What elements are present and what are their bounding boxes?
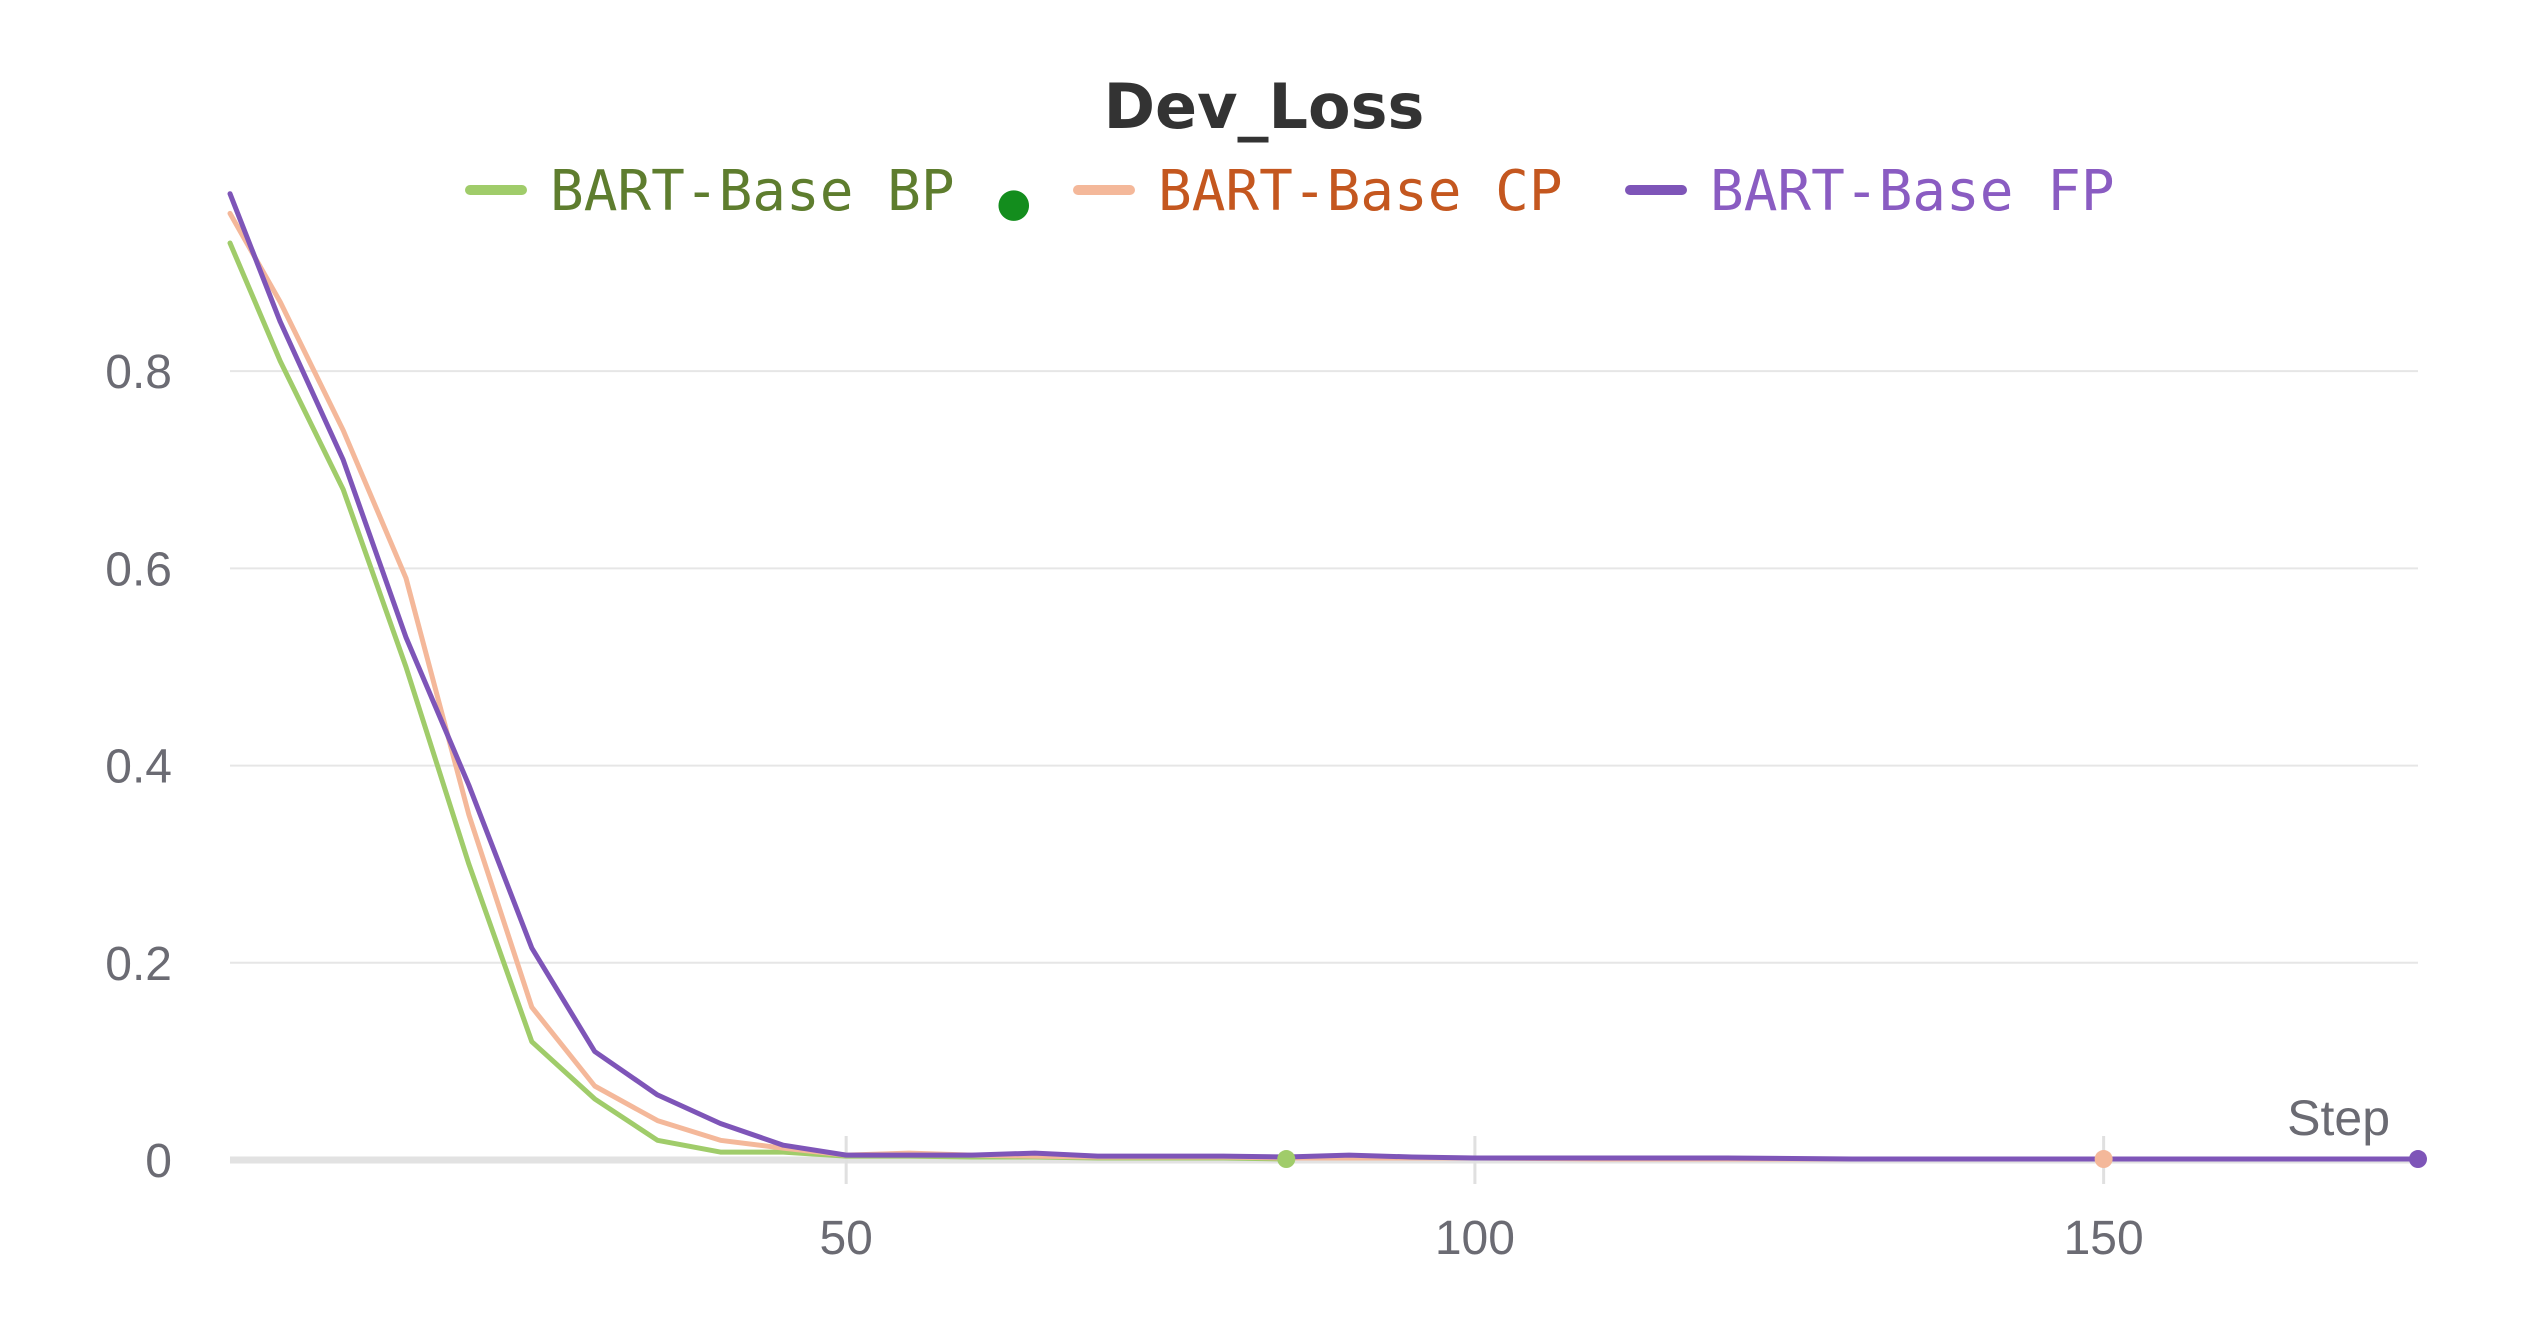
series-layer xyxy=(227,191,2427,1169)
y-tick-label: 0.2 xyxy=(105,938,172,991)
legend-label: BART-Base CP xyxy=(1158,159,1563,224)
series-end-marker-1 xyxy=(2094,1150,2113,1169)
series-end-marker-0 xyxy=(1277,1150,1296,1169)
series-line-2 xyxy=(227,191,2421,1162)
legend-marker-dot: ● xyxy=(996,180,1031,226)
series-line-1 xyxy=(227,210,2107,1162)
legend-item-2: BART-Base FP xyxy=(1625,159,2115,224)
y-tick-label: 0.4 xyxy=(105,741,172,794)
chart-title: Dev_Loss xyxy=(1104,70,1425,143)
x-tick-label: 50 xyxy=(819,1212,872,1265)
series-end-marker-2 xyxy=(2409,1150,2427,1169)
legend-label: BART-Base BP xyxy=(550,159,955,224)
series-line-0 xyxy=(227,240,1289,1162)
y-tick-label: 0.6 xyxy=(105,543,172,596)
y-axis-ticks: 0 0.2 0.4 0.6 0.8 xyxy=(105,346,172,1188)
y-tick-label: 0 xyxy=(145,1135,172,1188)
x-tick-label: 150 xyxy=(2064,1212,2144,1265)
x-tick-label: 100 xyxy=(1435,1212,1515,1265)
y-tick-label: 0.8 xyxy=(105,346,172,399)
legend: BART-Base BP ● BART-Base CP BART-Base FP xyxy=(465,159,2115,226)
x-axis-label: Step xyxy=(2287,1090,2390,1146)
legend-item-0: BART-Base BP ● xyxy=(465,159,1031,226)
legend-label: BART-Base FP xyxy=(1710,159,2115,224)
legend-item-1: BART-Base CP xyxy=(1073,159,1563,224)
